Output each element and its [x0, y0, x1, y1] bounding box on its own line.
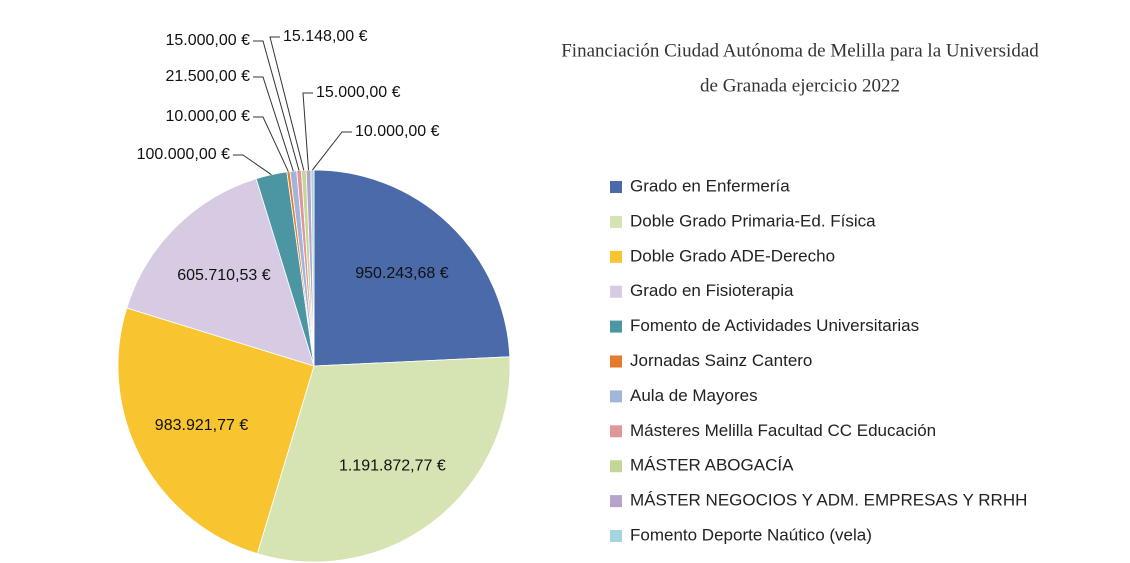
pie-slice — [126, 178, 315, 367]
legend-label: Aula de Mayores — [630, 386, 758, 405]
legend-swatch — [610, 355, 622, 368]
pie-slice — [256, 356, 511, 563]
legend-label: Grado en Enfermería — [630, 176, 790, 195]
data-label: 15.000,00 € — [165, 32, 250, 49]
legend-swatch — [610, 530, 622, 542]
leader-line — [253, 40, 300, 171]
legend-label: Doble Grado Primaria-Ed. Física — [630, 211, 876, 230]
chart-title: Financiación Ciudad Autónoma de Melilla … — [561, 40, 1039, 61]
legend-label: Fomento Deporte Naútico (vela) — [630, 525, 872, 544]
data-label: 983.921,77 € — [155, 417, 249, 434]
legend-label: Másteres Melilla Facultad CC Educación — [630, 421, 936, 440]
legend-swatch — [610, 495, 622, 508]
leader-line — [269, 36, 305, 171]
data-label: 1.191.872,77 € — [339, 458, 446, 475]
data-label: 950.243,68 € — [355, 265, 449, 282]
chart-title: de Granada ejercicio 2022 — [700, 75, 900, 96]
leader-line — [253, 76, 294, 172]
pie-slice — [117, 307, 315, 555]
leader-line — [253, 116, 289, 172]
legend-swatch — [610, 320, 622, 333]
legend-label: Doble Grado ADE-Derecho — [630, 246, 835, 265]
data-label: 605.710,53 € — [177, 267, 271, 284]
legend-label: MÁSTER ABOGACÍA — [630, 456, 794, 475]
legend-label: MÁSTER NEGOCIOS Y ADM. EMPRESAS Y RRHH — [630, 491, 1027, 510]
pie-slice — [313, 169, 511, 367]
legend-swatch — [610, 425, 622, 438]
leader-line — [302, 92, 313, 171]
pie-slice — [310, 169, 315, 367]
leader-line — [312, 131, 352, 171]
legend-swatch — [610, 460, 622, 473]
legend-swatch — [610, 181, 622, 193]
data-label: 15.000,00 € — [316, 84, 401, 101]
legend-swatch — [610, 285, 622, 298]
legend-swatch — [610, 390, 622, 403]
leader-line — [233, 154, 272, 176]
legend-label: Grado en Fisioterapia — [630, 281, 794, 300]
legend-swatch — [610, 250, 622, 263]
legend-label: Jornadas Sainz Cantero — [630, 351, 812, 370]
data-label: 100.000,00 € — [137, 146, 231, 163]
data-label: 10.000,00 € — [355, 123, 440, 140]
legend-label: Fomento de Actividades Universitarias — [630, 316, 919, 335]
data-label: 10.000,00 € — [165, 108, 250, 125]
data-label: 15.148,00 € — [283, 28, 368, 45]
data-label: 21.500,00 € — [165, 68, 250, 85]
legend-swatch — [610, 215, 622, 228]
